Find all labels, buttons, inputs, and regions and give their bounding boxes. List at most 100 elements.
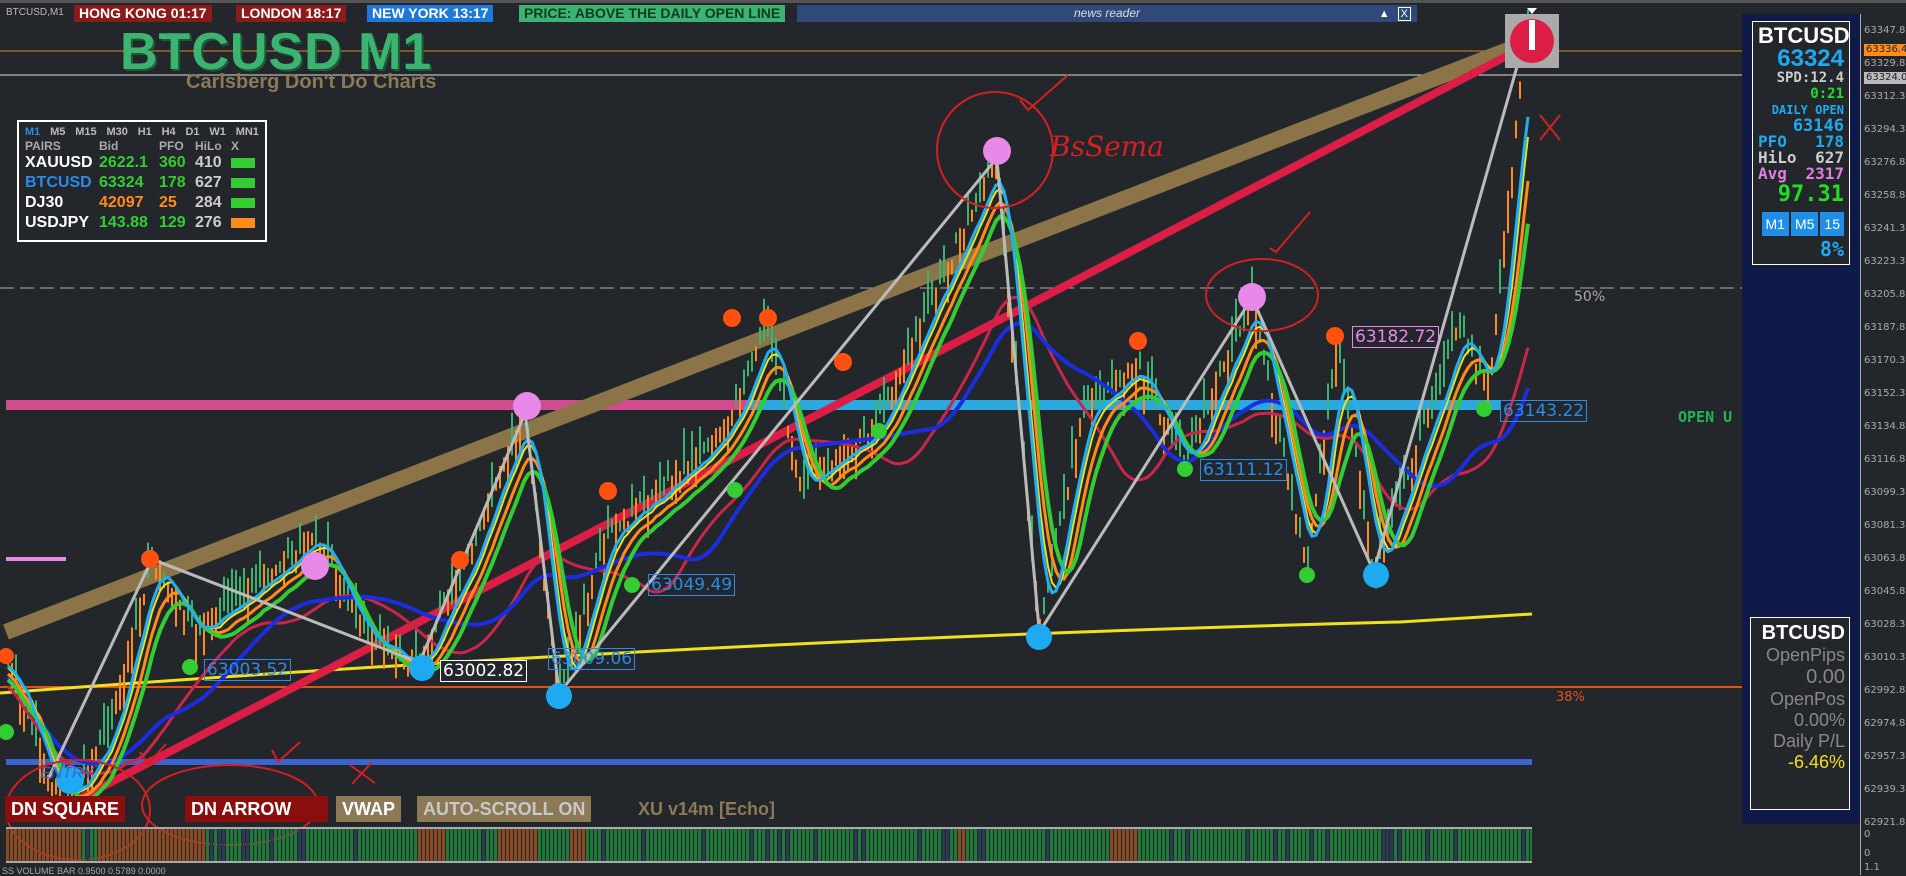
volume-bar <box>562 829 565 861</box>
volume-bar <box>634 829 637 861</box>
volume-bar <box>262 829 265 861</box>
volume-bar <box>78 829 81 861</box>
dn-square-button[interactable]: DN SQUARE <box>5 796 126 822</box>
annotation-mark <box>1269 211 1311 254</box>
pair-row[interactable]: BTCUSD 63324 178 627 <box>25 173 259 193</box>
pl-symbol: BTCUSD <box>1761 622 1845 644</box>
volume-bar <box>366 829 369 861</box>
vwap-button[interactable]: VWAP <box>336 796 402 822</box>
dn-arrow-button[interactable]: DN ARROW <box>185 796 328 822</box>
red-ma-line <box>6 295 1530 776</box>
axis-tick-label: 63028.30 <box>1864 619 1906 630</box>
pair-name: DJ30 <box>25 194 64 211</box>
volume-bar <box>274 829 277 861</box>
volume-bar <box>998 829 1001 861</box>
timeframe-m5[interactable]: M5 <box>50 126 66 138</box>
tf-button-m15[interactable]: 15 <box>1820 212 1844 236</box>
autoscroll-button[interactable]: AUTO-SCROLL ON <box>417 796 592 822</box>
volume-bar <box>954 829 957 861</box>
volume-bar <box>1062 829 1065 861</box>
volume-bar <box>498 829 501 861</box>
pair-name: USDJPY <box>25 214 90 231</box>
volume-bar <box>246 829 249 861</box>
pivot-marker <box>727 482 743 498</box>
volume-bar <box>1454 829 1457 861</box>
handwritten-annotation: BsSema <box>1050 130 1164 163</box>
pair-row[interactable]: USDJPY 143.88 129 276 <box>25 213 259 233</box>
timeframe-m15[interactable]: M15 <box>75 126 97 138</box>
volume-bar <box>926 829 929 861</box>
volume-bar <box>642 829 645 861</box>
volume-bar <box>670 829 673 861</box>
volume-bar <box>250 829 253 861</box>
volume-bar <box>1086 829 1089 861</box>
pivot-marker <box>759 309 777 327</box>
info-ratio: 97.31 <box>1777 182 1844 207</box>
volume-bar <box>654 829 657 861</box>
pair-row[interactable]: XAUUSD 2622.1 360 410 <box>25 153 259 173</box>
volume-bar <box>646 829 649 861</box>
pivot-marker <box>624 577 640 593</box>
volume-bar <box>1298 829 1301 861</box>
volume-bar <box>894 829 897 861</box>
volume-bar <box>726 829 729 861</box>
tf-button-m5[interactable]: M5 <box>1790 212 1819 236</box>
axis-tick-label: 63010.30 <box>1864 652 1906 664</box>
volume-bar <box>686 829 689 861</box>
volume-bar <box>106 829 109 861</box>
volume-bar <box>258 829 261 861</box>
volume-bar <box>414 829 417 861</box>
pair-row[interactable]: DJ30 42097 25 284 <box>25 193 259 213</box>
price-chart[interactable] <box>0 0 1860 875</box>
volume-bar <box>558 829 561 861</box>
timeframe-m30[interactable]: M30 <box>106 126 128 138</box>
timeframe-mn1[interactable]: MN1 <box>235 126 259 138</box>
tf-button-m1[interactable]: M1 <box>1761 212 1789 236</box>
volume-bar <box>238 829 241 861</box>
collapse-up-icon[interactable]: ▲ <box>1378 8 1390 20</box>
timeframe-h4[interactable]: H4 <box>161 126 176 138</box>
volume-bar <box>330 829 333 861</box>
volume-bar <box>1442 829 1445 861</box>
volume-bar <box>1398 829 1401 861</box>
volume-bar <box>690 829 693 861</box>
volume-bar <box>546 829 549 861</box>
pfo-label: PFO <box>1758 132 1787 151</box>
volume-bar <box>618 829 621 861</box>
timeframe-m1[interactable]: M1 <box>25 126 41 138</box>
volume-bar <box>518 829 521 861</box>
volume-bar <box>1506 829 1509 861</box>
timeframe-d1[interactable]: D1 <box>185 126 200 138</box>
axis-tick-label: 63276.80 <box>1864 157 1906 168</box>
volume-bar <box>1134 829 1137 861</box>
timeframe-w1[interactable]: W1 <box>209 126 226 138</box>
chart-title: BTCUSD M1 <box>120 23 433 81</box>
column-header: HiLo <box>195 138 222 153</box>
volume-bar <box>1150 829 1153 861</box>
axis-tick-label: 63294.30 <box>1864 124 1906 136</box>
volume-bar <box>1198 829 1201 861</box>
volume-bar <box>886 829 889 861</box>
annotation-mark <box>1019 74 1069 112</box>
volume-bar <box>342 829 345 861</box>
volume-bar <box>114 829 117 861</box>
volume-bar <box>1130 829 1133 861</box>
pivot-marker <box>546 683 572 709</box>
volume-bar <box>1222 829 1225 861</box>
pair-hilo: 284 <box>195 194 222 211</box>
news-reader-bar[interactable]: news reader ▲ X <box>797 5 1417 22</box>
volume-bar <box>1226 829 1229 861</box>
volume-bar <box>1470 829 1473 861</box>
volume-bar <box>1354 829 1357 861</box>
volume-bar <box>566 829 569 861</box>
pair-hilo: 627 <box>195 174 222 191</box>
pairs-table: M1 M5 M15 M30 H1 H4 D1 W1 MN1 PAIRS Bid PFO HiLo X X… <box>17 120 267 242</box>
close-icon[interactable]: X <box>1397 7 1411 21</box>
volume-bar <box>1494 829 1497 861</box>
timeframe-h1[interactable]: H1 <box>137 126 152 138</box>
volume-bar <box>402 829 405 861</box>
volume-bar <box>994 829 997 861</box>
pfo-value: 178 <box>1815 132 1844 151</box>
price-axis[interactable] <box>1860 14 1906 875</box>
volume-bar <box>838 829 841 861</box>
